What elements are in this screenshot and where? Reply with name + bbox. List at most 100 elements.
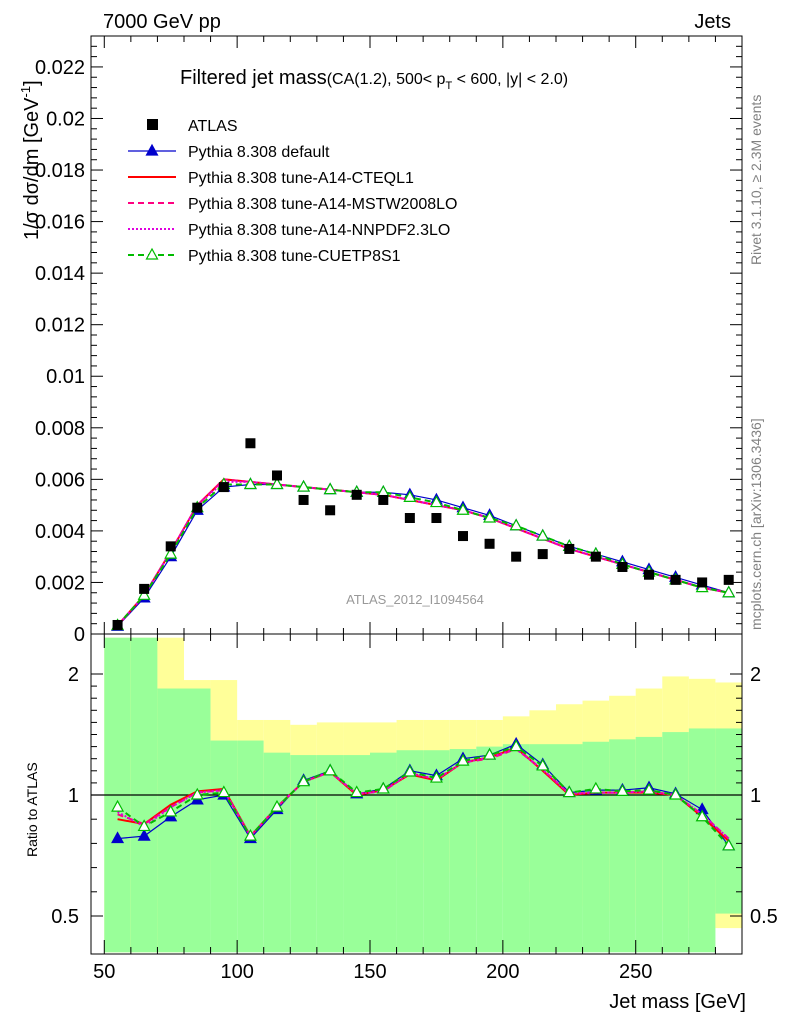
ratio-band-green [662,732,689,953]
ratio-y-tick-label-right: 1 [750,785,761,807]
main-series-marker-4 [722,585,736,598]
ratio-series-marker-4 [562,785,576,798]
main-y-tick-label: 0 [74,624,85,646]
atlas-data-point [511,551,522,562]
atlas-data-point [670,574,681,585]
atlas-data-point [590,551,601,562]
ratio-band-green [343,755,370,953]
ratio-band-green [715,728,742,914]
legend-label: Pythia 8.308 tune-A14-CTEQL1 [188,170,414,187]
ratio-band-green [290,755,317,953]
atlas-data-point [218,482,229,493]
ratio-series-marker-4 [589,781,603,794]
plot-title-main: Filtered jet mass [180,67,327,89]
main-y-tick-label: 0.014 [35,263,85,285]
main-plot-panel: 0 0.002 0.004 0.006 0.008 0.01 0.012 0.014 0.016… [18,35,743,646]
ratio-band-green [184,688,211,953]
atlas-data-point [484,538,495,549]
main-y-tick-label: 0.002 [35,572,85,594]
main-series-marker-4 [137,588,151,600]
plot-title-sub-a: (CA(1.2), 500< p [327,71,446,88]
legend-marker-1 [145,143,159,156]
ratio-series-marker-4 [137,819,151,832]
main-series-marker-4 [297,479,311,492]
x-tick-label: 100 [220,961,253,983]
atlas-data-point [298,494,309,505]
atlas-data-point [245,438,256,449]
ratio-plot-panel: 0.5 0.51 12 250 100 150 200 250 Ratio to ATLAS … [24,633,778,1013]
ratio-series-marker-4 [509,739,523,752]
main-series-marker-4 [323,482,337,495]
main-y-tick-label: 0.02 [46,108,85,130]
x-tick-label: 150 [353,961,386,983]
ratio-series-marker-4 [190,787,204,800]
atlas-data-point [723,574,734,585]
legend-label: ATLAS [188,118,238,135]
main-y-tick-label: 0.022 [35,57,85,79]
x-axis-label: Jet mass [GeV] [609,991,746,1013]
ratio-series-marker-4 [642,782,656,795]
legend: ATLAS Pythia 8.308 default Pythia 8.308 tu… [128,118,457,265]
atlas-data-point [139,583,150,594]
ratio-series-marker-4 [536,758,550,771]
main-series-line-3 [116,480,729,627]
ylabel-text: 1/σ dσ/dm [GeV [21,97,43,240]
ratio-band-green [316,755,344,953]
main-y-tick-label: 0.016 [35,212,85,234]
ratio-y-tick-label: 0.5 [51,906,79,928]
ratio-series-line-4 [116,745,730,847]
atlas-data-point [272,470,282,481]
ratio-band-green [210,740,238,953]
main-y-tick-label: 0.008 [35,418,85,440]
ratio-band-green [529,744,556,953]
ratio-band-green [396,750,424,953]
ratio-series-marker-4 [429,770,443,783]
ratio-series-marker-4 [722,838,736,851]
atlas-data-point [458,531,468,542]
legend-marker-5 [145,247,159,260]
atlas-data-point [431,513,442,524]
main-series-marker-4 [536,528,550,541]
main-series-marker-4 [270,477,284,490]
ratio-y-tick-label: 2 [68,664,79,686]
x-tick-label: 200 [486,961,519,983]
atlas-data-point [564,543,575,554]
collision-label: 7000 GeV pp [103,11,221,33]
atlas-data-point [351,489,362,500]
ratio-y-tick-label-right: 2 [750,664,761,686]
source-url-label: mcplots.cern.ch [arXiv:1306.3436] [748,418,764,630]
atlas-data-point [192,502,203,513]
ratio-series-marker-4 [456,753,470,766]
ratio-series-marker-4 [111,799,125,812]
ratio-series-marker-4 [669,787,683,800]
ratio-series-marker-4 [270,799,284,812]
ratio-series-marker-4 [483,747,497,760]
main-series-marker-4 [429,495,443,508]
ratio-band-green [263,752,291,953]
main-series-marker-4 [403,490,417,502]
atlas-data-point [697,577,708,588]
ylabel-close: ] [21,80,43,86]
atlas-data-point [644,569,654,580]
ratio-y-axis-label: Ratio to ATLAS [24,762,40,857]
ratio-band-green [582,741,610,953]
atlas-data-point [325,505,336,516]
ratio-band-green [476,746,503,953]
x-tick-label: 250 [619,961,652,983]
analysis-id-label: ATLAS_2012_I1094564 [346,592,484,607]
ratio-series-marker-4 [615,784,629,796]
legend-label: Pythia 8.308 tune-CUETP8S1 [188,248,401,265]
rivet-version-label: Rivet 3.1.10, ≥ 2.3M events [748,95,764,265]
atlas-data-point [404,513,415,524]
main-y-tick-label: 0.018 [35,160,85,182]
process-label: Jets [694,11,731,33]
ratio-band-green [635,736,663,953]
ratio-series-marker-4 [695,809,709,822]
main-plot-title: Filtered jet mass(CA(1.2), 500< pT < 600… [180,67,568,92]
main-series-marker-4 [164,546,178,559]
main-y-tick-label: 0.004 [35,521,85,543]
ratio-series-marker-0 [111,831,125,844]
ratio-series-marker-4 [376,781,390,794]
atlas-data-point [537,549,548,560]
ratio-band-green [502,744,530,953]
